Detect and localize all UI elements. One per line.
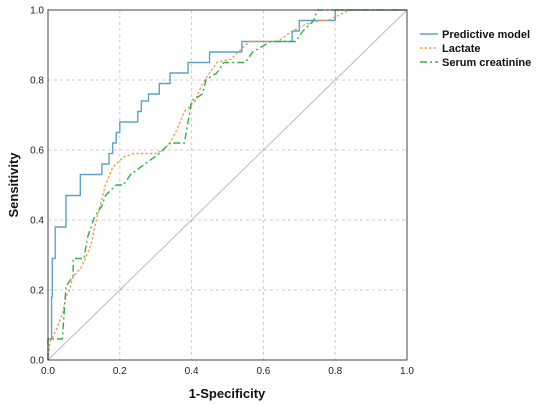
legend-label-serum-creatinine: Serum creatinine: [442, 57, 531, 69]
x-axis-title: 1-Specificity: [189, 386, 266, 401]
x-tick-label: 0.0: [41, 366, 55, 377]
series-group: [47, 9, 407, 361]
series-line-predictive-model: [47, 9, 407, 360]
x-tick-label: 0.4: [185, 366, 199, 377]
legend-label-predictive-model: Predictive model: [442, 29, 530, 41]
y-tick-label: 1.0: [30, 6, 44, 17]
y-tick-label: 0.8: [30, 76, 44, 87]
plot-frame: [47, 9, 408, 361]
reference-diagonal: [47, 9, 408, 361]
series-line-serum-creatinine: [47, 9, 407, 360]
y-axis-title: Sensitivity: [6, 152, 21, 218]
y-tick-labels: 0.0 0.2 0.4 0.6 0.8 1.0: [30, 6, 44, 367]
x-tick-label: 0.2: [113, 366, 127, 377]
x-tick-label: 0.6: [256, 366, 270, 377]
y-tick-label: 0.6: [30, 146, 44, 157]
x-tick-label: 0.8: [328, 366, 342, 377]
x-tick-labels: 0.0 0.2 0.4 0.6 0.8 1.0: [41, 366, 414, 377]
legend-label-lactate: Lactate: [442, 43, 481, 55]
y-tick-label: 0.4: [30, 216, 44, 227]
y-tick-label: 0.2: [30, 286, 44, 297]
legend: Predictive model Lactate Serum creatinine: [420, 29, 531, 69]
y-tick-label: 0.0: [30, 356, 44, 367]
x-tick-label: 1.0: [400, 366, 414, 377]
